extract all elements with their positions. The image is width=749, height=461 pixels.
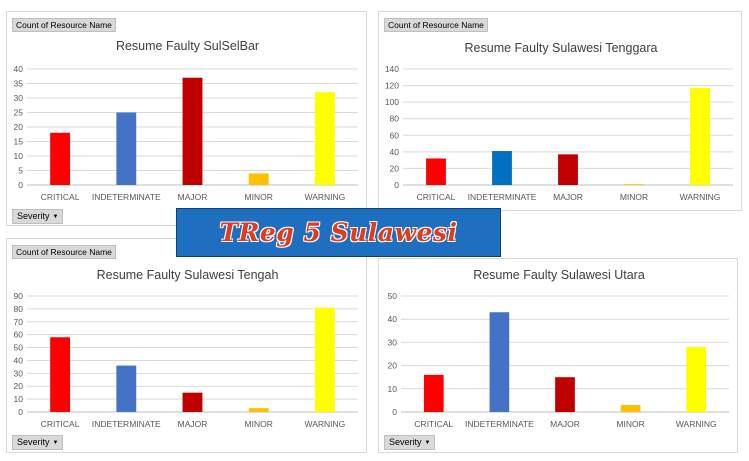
- y-tick-label: 30: [388, 337, 398, 347]
- value-field-button[interactable]: Count of Resource Name: [12, 245, 116, 259]
- value-field-button[interactable]: Count of Resource Name: [384, 18, 488, 32]
- bar-major: [182, 77, 203, 185]
- y-tick-label: 0: [18, 407, 23, 417]
- y-tick-label: 80: [14, 304, 24, 314]
- chart-svg-utara: Resume Faulty Sulawesi Utara 0 10 20 30 40 50 C…: [388, 268, 729, 429]
- x-category-label: WARNING: [680, 192, 721, 202]
- chart-title: Resume Faulty Sulawesi Utara: [473, 268, 645, 282]
- y-tick-label: 40: [390, 147, 400, 157]
- y-tick-label: 10: [14, 394, 24, 404]
- y-tick-label: 80: [390, 114, 400, 124]
- chart-title: Resume Faulty Sulawesi Tenggara: [465, 41, 658, 55]
- y-tick-label: 0: [18, 180, 23, 190]
- severity-filter-button[interactable]: Severity ▼: [384, 435, 436, 450]
- y-tick-label: 50: [14, 343, 24, 353]
- chart-svg-tenggara: Resume Faulty Sulawesi Tenggara 0 20 40 60 80…: [385, 41, 733, 202]
- bar-indeterminate: [116, 112, 137, 185]
- bar-critical: [50, 132, 71, 185]
- severity-filter-label: Severity: [17, 437, 50, 447]
- region-banner: TReg 5 Sulawesi: [176, 208, 501, 257]
- y-tick-label: 10: [14, 151, 24, 161]
- y-tick-label: 35: [14, 79, 24, 89]
- x-category-label: INDETERMINATE: [468, 192, 537, 202]
- bar-minor: [620, 405, 641, 412]
- bar-warning: [690, 88, 710, 185]
- chart-panel-sulselbar: Resume Faulty SulSelBar 0 5 10 15 20 25 30 35 40 C…: [6, 11, 367, 226]
- chart-title: Resume Faulty SulSelBar: [116, 39, 259, 53]
- bar-indeterminate: [489, 312, 510, 412]
- severity-filter-label: Severity: [389, 437, 422, 447]
- bar-major: [182, 392, 203, 412]
- y-tick-label: 20: [14, 381, 24, 391]
- x-category-label: MAJOR: [550, 419, 580, 429]
- bar-minor: [248, 173, 269, 185]
- x-category-label: CRITICAL: [414, 419, 453, 429]
- y-tick-label: 20: [390, 163, 400, 173]
- chart-svg-sulselbar: Resume Faulty SulSelBar 0 5 10 15 20 25 30 35 40 C…: [14, 39, 358, 202]
- bar-indeterminate: [116, 365, 137, 412]
- x-category-label: INDETERMINATE: [92, 419, 161, 429]
- y-tick-label: 70: [14, 317, 24, 327]
- y-tick-label: 20: [388, 361, 398, 371]
- y-tick-label: 25: [14, 108, 24, 118]
- bar-minor: [248, 408, 269, 412]
- chart-panel-utara: Resume Faulty Sulawesi Utara 0 10 20 30 40 50 C…: [378, 258, 738, 453]
- bar-critical: [50, 337, 71, 412]
- severity-filter-button[interactable]: Severity ▼: [12, 209, 64, 224]
- x-category-label: CRITICAL: [41, 192, 80, 202]
- bar-minor: [624, 184, 644, 185]
- value-field-button[interactable]: Count of Resource Name: [12, 18, 116, 32]
- chart-title: Resume Faulty Sulawesi Tengah: [97, 268, 279, 282]
- banner-text: TReg 5 Sulawesi: [219, 218, 458, 247]
- bar-major: [558, 154, 578, 185]
- y-tick-label: 40: [388, 314, 398, 324]
- x-category-label: MINOR: [616, 419, 644, 429]
- x-category-label: MAJOR: [553, 192, 583, 202]
- x-category-label: MINOR: [245, 419, 273, 429]
- y-tick-label: 40: [14, 64, 24, 74]
- x-category-label: INDETERMINATE: [465, 419, 534, 429]
- bar-warning: [314, 92, 335, 185]
- x-category-label: MAJOR: [178, 192, 208, 202]
- dropdown-arrow-icon: ▼: [52, 214, 59, 220]
- x-category-label: MINOR: [245, 192, 273, 202]
- bar-indeterminate: [492, 151, 512, 185]
- x-category-label: WARNING: [305, 419, 346, 429]
- x-category-label: MINOR: [620, 192, 648, 202]
- dropdown-arrow-icon: ▼: [424, 440, 431, 446]
- x-category-label: WARNING: [305, 192, 346, 202]
- y-tick-label: 0: [394, 180, 399, 190]
- chart-panel-tengah: Resume Faulty Sulawesi Tengah 0 10 20 30 40 50…: [6, 238, 367, 453]
- y-tick-label: 30: [14, 93, 24, 103]
- chart-svg-tengah: Resume Faulty Sulawesi Tengah 0 10 20 30 40 50…: [14, 268, 358, 429]
- dropdown-arrow-icon: ▼: [52, 440, 59, 446]
- bar-critical: [423, 374, 444, 412]
- y-tick-label: 20: [14, 122, 24, 132]
- y-tick-label: 5: [18, 166, 23, 176]
- y-tick-label: 50: [388, 291, 398, 301]
- bar-critical: [426, 158, 446, 185]
- y-tick-label: 15: [14, 137, 24, 147]
- severity-filter-label: Severity: [17, 211, 50, 221]
- y-tick-label: 60: [14, 330, 24, 340]
- x-category-label: INDETERMINATE: [92, 192, 161, 202]
- y-tick-label: 30: [14, 368, 24, 378]
- y-tick-label: 10: [388, 384, 398, 394]
- y-tick-label: 100: [385, 97, 399, 107]
- y-tick-label: 40: [14, 355, 24, 365]
- x-category-label: WARNING: [676, 419, 717, 429]
- y-tick-label: 90: [14, 291, 24, 301]
- x-category-label: CRITICAL: [41, 419, 80, 429]
- y-tick-label: 140: [385, 64, 399, 74]
- y-tick-label: 120: [385, 81, 399, 91]
- chart-panel-tenggara: Resume Faulty Sulawesi Tenggara 0 20 40 60 80…: [378, 11, 742, 211]
- x-category-label: CRITICAL: [417, 192, 456, 202]
- severity-filter-button[interactable]: Severity ▼: [12, 435, 64, 450]
- bar-warning: [686, 347, 707, 412]
- x-category-label: MAJOR: [178, 419, 208, 429]
- bar-major: [555, 377, 575, 412]
- y-tick-label: 0: [392, 407, 397, 417]
- y-tick-label: 60: [390, 130, 400, 140]
- bar-warning: [314, 307, 335, 412]
